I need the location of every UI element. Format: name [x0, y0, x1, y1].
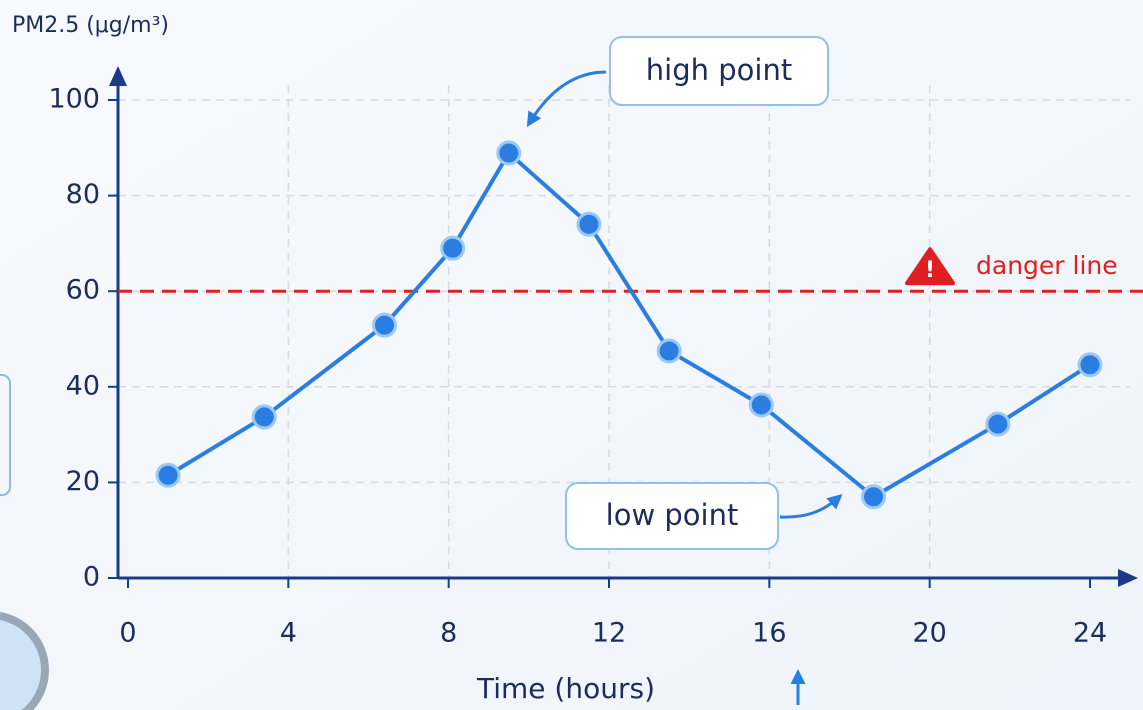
x-tick-label: 0	[119, 618, 136, 649]
danger-line-label: danger line	[976, 251, 1118, 280]
data-point	[658, 340, 680, 362]
y-tick-label: 0	[83, 562, 100, 593]
x-tick-label: 24	[1073, 618, 1107, 649]
data-point	[157, 464, 179, 486]
y-tick-label: 100	[48, 84, 100, 115]
x-tick-label: 12	[592, 618, 626, 649]
data-point	[987, 413, 1009, 435]
y-axis-label: PM2.5 (μg/m³)	[12, 13, 169, 38]
y-tick-label: 20	[66, 466, 100, 497]
x-tick-label: 4	[280, 618, 297, 649]
data-point	[750, 394, 772, 416]
data-point	[578, 213, 600, 235]
background	[0, 0, 1143, 710]
y-tick-label: 80	[66, 179, 100, 210]
x-tick-label: 20	[912, 618, 946, 649]
y-tick-label: 60	[66, 275, 100, 306]
data-point	[374, 314, 396, 336]
warning-mark: !	[925, 258, 935, 283]
x-tick-label: 16	[752, 618, 786, 649]
data-point	[498, 142, 520, 164]
x-tick-label: 8	[440, 618, 457, 649]
data-point	[863, 486, 885, 508]
data-point	[1079, 354, 1101, 376]
y-tick-label: 40	[66, 370, 100, 401]
data-point	[253, 406, 275, 428]
annotation: low point	[606, 498, 739, 532]
x-axis-label: Time (hours)	[476, 672, 655, 705]
chart: 0 20 40 60 80 100 0 4 8 12 16 20 24! danger line PM2.…	[0, 0, 1143, 710]
data-point	[442, 237, 464, 259]
annotation: high point	[646, 53, 792, 87]
